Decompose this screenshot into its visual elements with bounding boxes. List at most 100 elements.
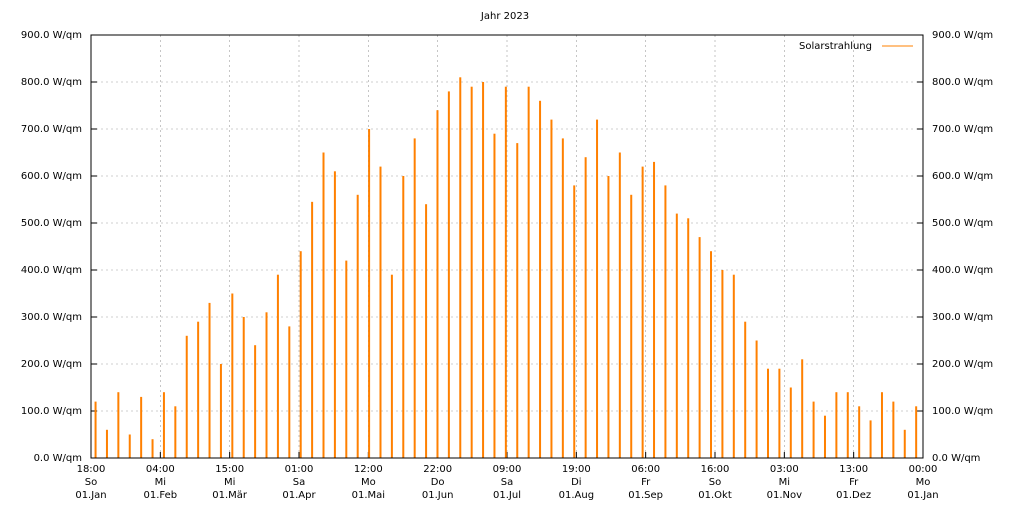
y2-tick-label: 800.0 W/qm (932, 77, 993, 88)
x-tick-label: 18:00 (77, 464, 106, 475)
impulse (288, 326, 291, 458)
x-tick-label: 22:00 (423, 464, 452, 475)
y2-tick-label: 0.0 W/qm (932, 453, 980, 464)
impulse (880, 392, 883, 458)
impulse (584, 157, 587, 458)
impulse (162, 392, 165, 458)
x-tick-label: Sa (501, 477, 513, 488)
impulse (185, 335, 188, 458)
x-tick-label: 01.Mai (352, 490, 385, 501)
x-tick-label: 09:00 (493, 464, 522, 475)
y2-tick-label: 100.0 W/qm (932, 406, 993, 417)
x-tick-label: Do (431, 477, 445, 488)
x-tick-label: Mi (779, 477, 790, 488)
impulse (231, 293, 234, 458)
x-tick-label: Mi (155, 477, 166, 488)
y-tick-label: 0.0 W/qm (34, 453, 82, 464)
y-tick-label: 900.0 W/qm (21, 30, 82, 41)
impulse (242, 317, 245, 458)
impulse (254, 345, 257, 458)
impulse (858, 406, 861, 458)
impulse (482, 82, 485, 458)
x-tick-label: Mo (361, 477, 376, 488)
x-tick-label: 01:00 (285, 464, 314, 475)
impulse (789, 387, 792, 458)
impulse (915, 406, 918, 458)
x-tick-label: Fr (849, 477, 859, 488)
y2-tick-label: 300.0 W/qm (932, 312, 993, 323)
x-tick-label: 06:00 (631, 464, 660, 475)
y-tick-label: 800.0 W/qm (21, 77, 82, 88)
y2-tick-label: 200.0 W/qm (932, 359, 993, 370)
impulse (607, 176, 610, 458)
x-tick-label: 01.Dez (836, 490, 871, 501)
impulse (356, 194, 359, 459)
impulse (573, 185, 576, 458)
impulse (823, 415, 826, 458)
x-tick-label: 16:00 (701, 464, 730, 475)
x-tick-label: 01.Mär (212, 490, 248, 501)
x-tick-label: 01.Feb (144, 490, 178, 501)
impulse (117, 392, 120, 458)
impulse (413, 138, 416, 458)
x-tick-label: 01.Apr (282, 490, 316, 501)
impulse (892, 401, 895, 458)
impulse (390, 274, 393, 458)
x-tick-label: Fr (641, 477, 651, 488)
impulse (903, 429, 906, 458)
impulse (470, 86, 473, 458)
impulse (105, 429, 108, 458)
x-tick-label: Mi (224, 477, 235, 488)
x-tick-label: Sa (293, 477, 305, 488)
impulse (368, 129, 371, 458)
impulse (630, 194, 633, 459)
impulse (345, 260, 348, 458)
impulse (732, 274, 735, 458)
impulse (835, 392, 838, 458)
impulse (379, 166, 382, 458)
x-tick-label: 01.Okt (698, 490, 732, 501)
y2-tick-label: 700.0 W/qm (932, 124, 993, 135)
y2-tick-label: 600.0 W/qm (932, 171, 993, 182)
impulse (664, 185, 667, 458)
x-tick-label: 01.Sep (628, 490, 663, 501)
impulse (698, 237, 701, 458)
impulse (128, 434, 131, 458)
impulse (504, 86, 507, 458)
impulse (265, 312, 268, 458)
impulse (197, 321, 200, 458)
x-tick-label: 01.Nov (767, 490, 803, 501)
impulse (618, 152, 621, 458)
x-tick-label: Di (571, 477, 581, 488)
impulse (653, 161, 656, 458)
y2-tick-label: 500.0 W/qm (932, 218, 993, 229)
impulse (425, 204, 428, 458)
x-tick-label: 01.Jan (75, 490, 106, 501)
x-tick-label: 01.Aug (559, 490, 594, 501)
x-tick-label: 03:00 (770, 464, 799, 475)
impulse (140, 396, 143, 458)
x-tick-label: 13:00 (839, 464, 868, 475)
impulse (219, 364, 222, 458)
impulse (675, 213, 678, 458)
impulse (550, 119, 553, 458)
impulse (174, 406, 177, 458)
x-tick-label: 12:00 (354, 464, 383, 475)
y-tick-label: 300.0 W/qm (21, 312, 82, 323)
x-tick-label: Mo (916, 477, 931, 488)
x-tick-label: So (85, 477, 97, 488)
x-tick-label: 15:00 (215, 464, 244, 475)
impulse (459, 77, 462, 459)
impulse (94, 401, 97, 458)
impulse (721, 270, 724, 458)
x-tick-label: So (709, 477, 721, 488)
impulse (744, 321, 747, 458)
y-tick-label: 500.0 W/qm (21, 218, 82, 229)
impulse (687, 218, 690, 458)
x-tick-label: 01.Jun (422, 490, 454, 501)
impulse (311, 201, 314, 458)
x-tick-label: 04:00 (146, 464, 175, 475)
impulse (402, 176, 405, 458)
